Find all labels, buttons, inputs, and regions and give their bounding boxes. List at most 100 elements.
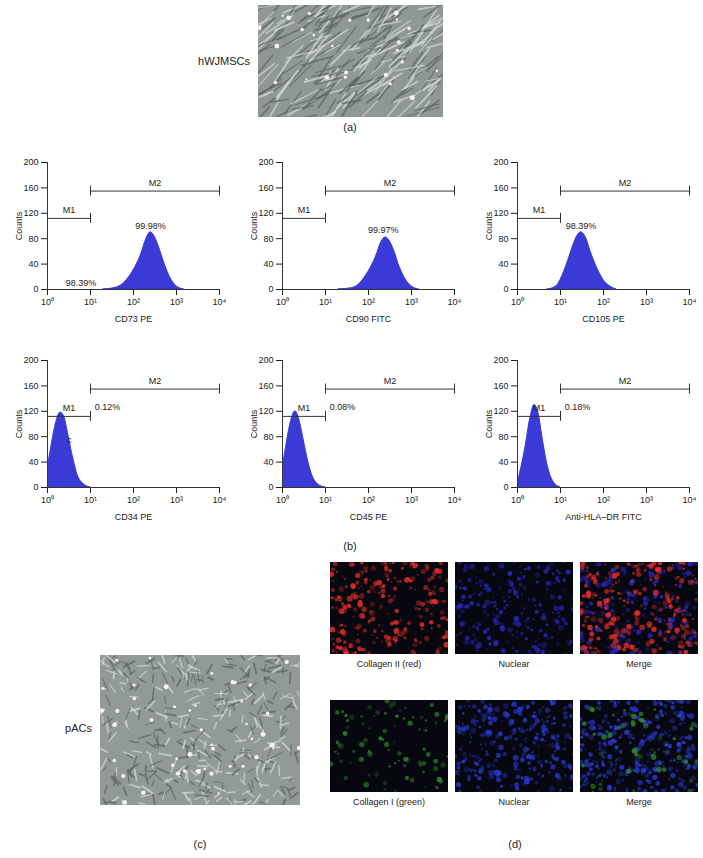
svg-text:10¹: 10¹ <box>319 297 332 307</box>
svg-text:10¹: 10¹ <box>554 495 567 505</box>
svg-text:Counts: Counts <box>14 409 24 438</box>
svg-text:80: 80 <box>28 234 38 244</box>
svg-text:0: 0 <box>503 482 508 492</box>
svg-text:CD73 PE: CD73 PE <box>115 314 153 324</box>
svg-text:M2: M2 <box>619 376 632 386</box>
svg-text:120: 120 <box>23 406 38 416</box>
html-text:hWJMSCs: hWJMSCs <box>198 55 250 67</box>
svg-text:10²: 10² <box>127 297 140 307</box>
svg-text:10¹: 10¹ <box>84 495 97 505</box>
svg-text:10¹: 10¹ <box>84 297 97 307</box>
svg-text:160: 160 <box>258 381 273 391</box>
svg-text:40: 40 <box>263 457 273 467</box>
svg-text:0.18%: 0.18% <box>565 402 591 412</box>
svg-text:CD105 PE: CD105 PE <box>582 314 625 324</box>
svg-text:80: 80 <box>28 432 38 442</box>
svg-text:10³: 10³ <box>640 495 653 505</box>
svg-text:99.98%: 99.98% <box>135 221 166 231</box>
svg-text:40: 40 <box>28 259 38 269</box>
svg-text:200: 200 <box>493 157 508 167</box>
svg-text:200: 200 <box>23 157 38 167</box>
svg-text:40: 40 <box>263 259 273 269</box>
svg-text:40: 40 <box>28 457 38 467</box>
svg-text:M2: M2 <box>384 376 397 386</box>
svg-text:10⁰: 10⁰ <box>276 495 289 505</box>
html-text:(a): (a) <box>343 121 357 133</box>
svg-text:10³: 10³ <box>170 495 183 505</box>
svg-text:Counts: Counts <box>14 211 24 240</box>
svg-text:10⁴: 10⁴ <box>683 495 697 505</box>
svg-text:10⁴: 10⁴ <box>683 297 697 307</box>
svg-text:Counts: Counts <box>249 211 259 240</box>
svg-text:120: 120 <box>258 406 273 416</box>
svg-text:0: 0 <box>268 482 273 492</box>
svg-text:M2: M2 <box>149 376 162 386</box>
svg-text:200: 200 <box>258 355 273 365</box>
svg-text:M1: M1 <box>298 403 311 413</box>
svg-text:10¹: 10¹ <box>554 297 567 307</box>
svg-text:10³: 10³ <box>405 297 418 307</box>
svg-text:10²: 10² <box>597 297 610 307</box>
svg-text:CD90 FITC: CD90 FITC <box>346 314 392 324</box>
svg-text:120: 120 <box>258 208 273 218</box>
svg-text:120: 120 <box>493 208 508 218</box>
svg-text:80: 80 <box>263 234 273 244</box>
svg-text:200: 200 <box>493 355 508 365</box>
svg-text:98.39%: 98.39% <box>566 221 597 231</box>
svg-text:10⁰: 10⁰ <box>511 297 524 307</box>
svg-text:160: 160 <box>258 183 273 193</box>
svg-text:80: 80 <box>498 234 508 244</box>
svg-text:160: 160 <box>23 381 38 391</box>
svg-text:M2: M2 <box>619 178 632 188</box>
svg-text:80: 80 <box>498 432 508 442</box>
svg-text:40: 40 <box>498 259 508 269</box>
svg-text:10¹: 10¹ <box>319 495 332 505</box>
svg-text:M1: M1 <box>298 205 311 215</box>
svg-text:10³: 10³ <box>640 297 653 307</box>
svg-text:40: 40 <box>498 457 508 467</box>
svg-text:10²: 10² <box>362 495 375 505</box>
svg-text:10⁰: 10⁰ <box>41 297 54 307</box>
svg-text:M1: M1 <box>533 403 546 413</box>
svg-text:10⁰: 10⁰ <box>276 297 289 307</box>
svg-text:10²: 10² <box>597 495 610 505</box>
svg-text:CD45 PE: CD45 PE <box>350 512 388 522</box>
svg-text:M2: M2 <box>384 178 397 188</box>
svg-text:0: 0 <box>268 284 273 294</box>
svg-text:CD34 PE: CD34 PE <box>115 512 153 522</box>
svg-text:Counts: Counts <box>484 211 494 240</box>
svg-text:10⁰: 10⁰ <box>511 495 524 505</box>
svg-text:200: 200 <box>258 157 273 167</box>
svg-text:160: 160 <box>23 183 38 193</box>
svg-text:160: 160 <box>493 183 508 193</box>
svg-text:Counts: Counts <box>484 409 494 438</box>
svg-text:0: 0 <box>33 482 38 492</box>
svg-text:Anti-HLA–DR FITC: Anti-HLA–DR FITC <box>565 512 642 522</box>
svg-text:0.08%: 0.08% <box>330 402 356 412</box>
svg-text:120: 120 <box>493 406 508 416</box>
svg-text:M1: M1 <box>63 403 76 413</box>
svg-text:200: 200 <box>23 355 38 365</box>
svg-text:M1: M1 <box>63 205 76 215</box>
svg-text:0.12%: 0.12% <box>95 402 121 412</box>
svg-text:10²: 10² <box>127 495 140 505</box>
svg-text:10²: 10² <box>362 297 375 307</box>
svg-text:Counts: Counts <box>249 409 259 438</box>
svg-text:99.97%: 99.97% <box>368 225 399 235</box>
svg-text:10³: 10³ <box>170 297 183 307</box>
svg-text:160: 160 <box>493 381 508 391</box>
svg-text:98.39%: 98.39% <box>66 278 97 288</box>
svg-text:10⁴: 10⁴ <box>448 495 462 505</box>
svg-text:80: 80 <box>263 432 273 442</box>
svg-text:c: c <box>67 435 72 445</box>
svg-text:10⁴: 10⁴ <box>213 297 227 307</box>
svg-text:10⁴: 10⁴ <box>213 495 227 505</box>
svg-text:M2: M2 <box>149 178 162 188</box>
svg-text:10³: 10³ <box>405 495 418 505</box>
svg-text:120: 120 <box>23 208 38 218</box>
svg-text:0: 0 <box>503 284 508 294</box>
svg-text:10⁰: 10⁰ <box>41 495 54 505</box>
svg-text:0: 0 <box>33 284 38 294</box>
svg-text:10⁴: 10⁴ <box>448 297 462 307</box>
svg-text:M1: M1 <box>533 205 546 215</box>
